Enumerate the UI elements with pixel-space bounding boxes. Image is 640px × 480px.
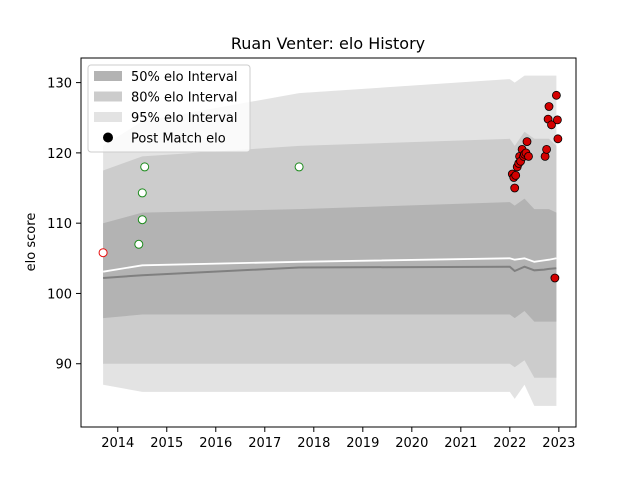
win-point	[522, 137, 532, 147]
legend: 50% elo Interval 80% elo Interval 95% elo …	[87, 64, 251, 153]
y-axis: 90 100 110 120 130	[47, 77, 81, 373]
y-tick-label: 110	[47, 217, 72, 232]
legend-label: 50% elo Interval	[131, 70, 238, 85]
loss-point	[137, 188, 147, 198]
band-50	[103, 198, 557, 322]
y-tick-label: 130	[47, 77, 72, 92]
x-tick-label: 2016	[199, 436, 232, 451]
x-tick-label: 2014	[101, 436, 134, 451]
win-point	[542, 144, 551, 154]
loss-point	[294, 162, 304, 172]
x-tick-label: 2020	[395, 436, 428, 451]
x-tick-label: 2021	[444, 436, 477, 451]
trend-lines	[102, 257, 557, 279]
x-axis: 2014 2015 2016 2017 2018 2019 2020 2021 2022 2023	[101, 427, 575, 451]
win-point	[550, 273, 560, 283]
legend-swatch	[94, 91, 122, 102]
legend-swatch	[94, 112, 122, 122]
legend-label: 95% elo Interval	[131, 111, 238, 126]
confidence-bands	[103, 75, 557, 406]
win-point	[553, 115, 562, 125]
loss-point	[137, 215, 147, 225]
legend-swatch	[94, 71, 122, 81]
mean-elo-line	[103, 265, 557, 279]
plot-area	[98, 75, 563, 406]
legend-label: 80% elo Interval	[131, 91, 238, 106]
win-point	[547, 120, 556, 130]
first-match-point	[98, 248, 108, 258]
win-point	[552, 90, 561, 100]
win-point	[511, 170, 521, 180]
legend-label: Post Match elo	[131, 132, 226, 147]
y-tick-label: 100	[47, 287, 72, 302]
win-point	[553, 134, 563, 144]
loss-point	[134, 239, 144, 249]
legend-marker	[103, 132, 113, 143]
legend-frame	[87, 64, 251, 153]
y-tick-label: 90	[55, 358, 72, 373]
x-tick-label: 2015	[150, 436, 183, 451]
plot-frame	[80, 57, 577, 428]
win-point	[544, 102, 554, 111]
x-tick-label: 2023	[542, 436, 575, 451]
win-point	[510, 183, 520, 193]
win-point	[524, 151, 533, 161]
x-tick-label: 2022	[493, 436, 526, 451]
median-elo-line	[102, 257, 557, 273]
y-tick-label: 120	[47, 147, 72, 162]
x-tick-label: 2019	[346, 436, 379, 451]
x-tick-label: 2018	[297, 436, 330, 451]
loss-point	[140, 162, 150, 172]
y-axis-title: elo score	[24, 213, 39, 272]
chart-title: Ruan Venter: elo History	[231, 34, 425, 53]
data-points	[98, 90, 563, 283]
x-tick-label: 2017	[248, 436, 281, 451]
